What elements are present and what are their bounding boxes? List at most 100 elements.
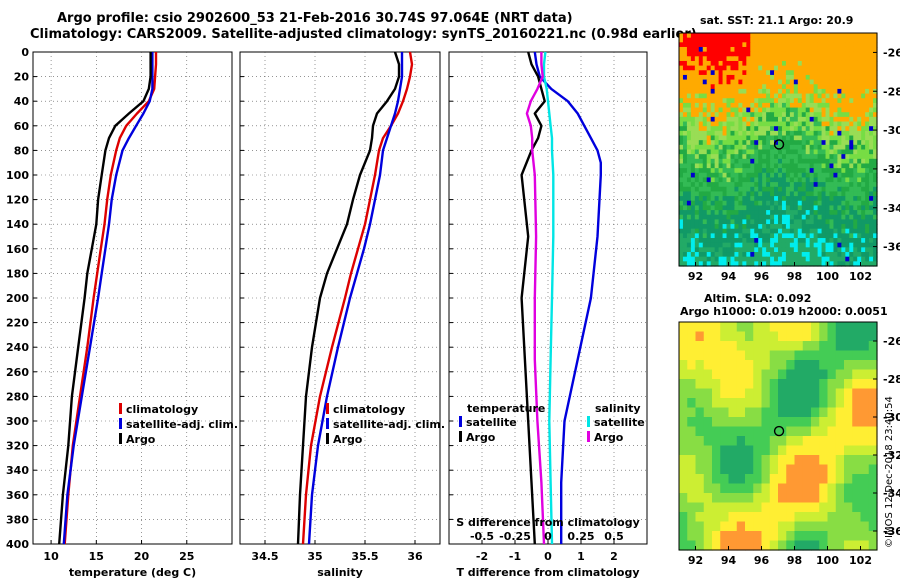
map-cell — [809, 163, 815, 169]
map-cell — [801, 210, 807, 216]
map-cell — [774, 102, 779, 109]
map-cell — [695, 379, 705, 390]
map-cell — [742, 79, 747, 85]
map-cell — [861, 214, 866, 220]
map-cell — [712, 398, 721, 409]
map-cell — [819, 369, 829, 380]
map-cell — [805, 182, 811, 188]
map-cell — [726, 46, 732, 53]
map-cell — [753, 369, 763, 380]
map-cell — [679, 144, 684, 151]
map-cell — [722, 149, 728, 155]
map-y-tick-label: -26 — [883, 335, 900, 348]
map-cell — [805, 42, 811, 48]
map-cell — [821, 33, 827, 39]
map-cell — [785, 219, 791, 225]
map-cell — [738, 51, 743, 57]
map-frame — [678, 32, 878, 267]
map-cell — [734, 98, 739, 104]
map-cell — [686, 224, 692, 230]
map-cell — [694, 149, 700, 155]
map-cell — [734, 242, 739, 248]
map-cell — [869, 107, 874, 113]
map-cell — [690, 252, 696, 258]
map-cell — [817, 140, 823, 146]
map-cell — [860, 360, 870, 371]
map-cell — [819, 502, 829, 513]
map-cell — [853, 182, 858, 188]
map-cell — [734, 252, 739, 258]
map-cell — [702, 252, 708, 258]
map-cell — [753, 426, 763, 437]
map-cell — [841, 149, 846, 155]
legend-swatch — [119, 403, 122, 414]
map-cell — [718, 37, 724, 43]
map-cell — [758, 186, 763, 193]
map-cell — [728, 512, 738, 523]
map-cell — [869, 210, 874, 216]
map-cell — [845, 60, 850, 67]
map-cell — [865, 186, 870, 193]
map-cell — [694, 228, 700, 234]
map-cell — [706, 65, 712, 71]
map-cell — [825, 135, 831, 141]
map-cell — [793, 214, 799, 220]
map-cell — [837, 242, 842, 248]
map-cell — [857, 70, 862, 76]
map-cell — [726, 51, 732, 57]
map-cell — [802, 464, 812, 475]
map-cell — [718, 200, 724, 207]
map-cell — [690, 116, 696, 123]
map-cell — [730, 116, 736, 123]
map-cell — [865, 46, 870, 53]
map-cell — [841, 93, 846, 99]
map-cell — [873, 210, 878, 216]
map-cell — [844, 464, 853, 475]
map-cell — [750, 33, 755, 39]
map-cell — [690, 140, 696, 146]
map-cell — [712, 407, 721, 418]
map-cell — [679, 242, 684, 248]
map-cell — [801, 158, 807, 165]
map-cell — [706, 172, 712, 179]
map-cell — [762, 121, 767, 127]
map-cell — [754, 196, 759, 202]
map-cell — [813, 252, 819, 258]
map-cell — [750, 60, 755, 67]
map-cell — [686, 154, 692, 160]
map-cell — [774, 242, 779, 248]
map-cell — [687, 493, 697, 504]
map-cell — [682, 102, 688, 109]
map-cell — [801, 37, 807, 43]
map-cell — [730, 196, 736, 202]
map-cell — [758, 70, 763, 76]
map-cell — [797, 247, 803, 253]
map-cell — [845, 186, 850, 193]
map-cell — [734, 130, 739, 137]
map-cell — [722, 242, 728, 248]
map-cell — [785, 149, 791, 155]
map-cell — [819, 350, 829, 361]
map-cell — [702, 261, 708, 267]
map-cell — [745, 483, 754, 494]
map-cell — [746, 205, 751, 211]
map-cell — [853, 88, 858, 95]
map-cell — [813, 93, 819, 99]
map-cell — [770, 107, 775, 113]
map-cell — [738, 238, 743, 244]
map-cell — [786, 521, 796, 532]
map-cell — [682, 196, 688, 202]
map-cell — [829, 177, 835, 183]
map-cell — [793, 205, 799, 211]
map-cell — [857, 102, 862, 109]
map-cell — [849, 210, 854, 216]
map-cell — [868, 436, 878, 447]
map-cell — [712, 493, 721, 504]
map-cell — [774, 130, 779, 137]
map-cell — [833, 149, 838, 155]
map-cell — [849, 196, 854, 202]
map-cell — [835, 502, 845, 513]
map-cell — [714, 163, 720, 169]
map-cell — [762, 205, 767, 211]
map-cell — [805, 121, 811, 127]
